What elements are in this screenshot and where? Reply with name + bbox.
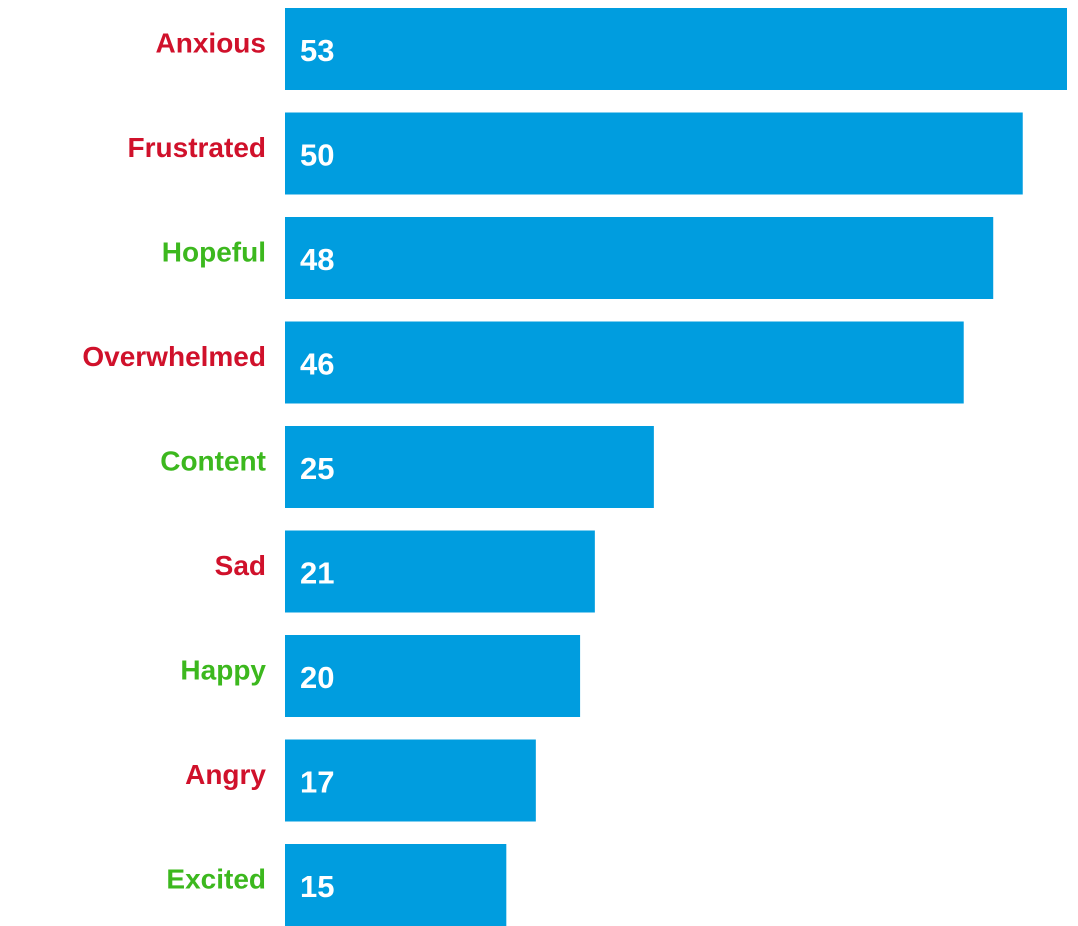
category-label: Angry xyxy=(185,759,266,790)
bar xyxy=(285,8,1067,90)
bar xyxy=(285,321,964,404)
value-label: 48 xyxy=(300,242,334,277)
category-label: Hopeful xyxy=(162,236,266,267)
value-label: 46 xyxy=(300,347,334,382)
value-label: 50 xyxy=(300,138,334,173)
value-label: 53 xyxy=(300,33,334,68)
value-label: 20 xyxy=(300,660,334,695)
category-label: Frustrated xyxy=(128,132,266,163)
value-label: 21 xyxy=(300,556,334,591)
value-label: 17 xyxy=(300,765,334,800)
bar xyxy=(285,530,595,613)
bar xyxy=(285,217,994,299)
category-label: Happy xyxy=(180,654,266,685)
bar xyxy=(285,739,536,822)
bar xyxy=(285,844,507,926)
category-label: Overwhelmed xyxy=(82,341,266,372)
category-label: Anxious xyxy=(156,27,266,58)
category-label: Excited xyxy=(166,863,266,894)
value-label: 25 xyxy=(300,451,334,486)
bar xyxy=(285,426,654,508)
category-label: Content xyxy=(160,445,266,476)
bar xyxy=(285,112,1023,195)
category-label: Sad xyxy=(215,550,266,581)
bar xyxy=(285,635,581,717)
value-label: 15 xyxy=(300,869,334,904)
